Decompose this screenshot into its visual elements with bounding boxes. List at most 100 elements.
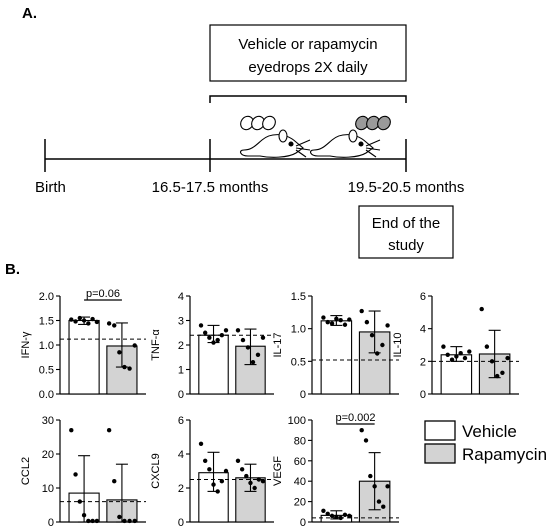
legend-label-vehicle: Vehicle — [462, 422, 517, 441]
data-point — [380, 342, 385, 348]
data-point — [132, 518, 137, 524]
y-tick-label: 0.5 — [291, 356, 306, 368]
bar-rapamycin — [106, 345, 138, 395]
data-point — [215, 337, 220, 343]
data-point — [368, 473, 373, 479]
data-point — [127, 366, 132, 371]
data-point — [458, 350, 463, 356]
data-point — [363, 438, 369, 443]
y-tick-label: 0 — [300, 389, 306, 401]
data-point — [479, 306, 484, 312]
y-tick-label: 4 — [420, 324, 426, 336]
y-tick-label: 0.0 — [39, 389, 54, 401]
y-tick-label: 0 — [178, 517, 184, 529]
treatment-line-2: eyedrops 2X daily — [248, 59, 368, 76]
chart-3: 0 2 4 6 IL-10 — [392, 291, 519, 401]
data-point — [235, 328, 241, 333]
y-axis-label: IFN-γ — [20, 331, 32, 358]
y-tick-label: 30 — [42, 415, 54, 427]
y-tick-label: 2 — [178, 483, 184, 495]
data-point — [325, 319, 330, 325]
data-point — [441, 344, 446, 349]
data-point — [77, 315, 83, 321]
mouse-icon — [309, 129, 381, 158]
timeline-label-start: 16.5-17.5 months — [152, 179, 269, 196]
data-point — [122, 364, 127, 370]
data-point — [198, 323, 204, 328]
data-point — [260, 335, 266, 340]
y-tick-label: 20 — [294, 497, 306, 509]
data-point — [372, 484, 377, 489]
y-tick-label: 0 — [48, 517, 54, 529]
y-tick-label: 4 — [178, 449, 184, 461]
y-tick-label: 10 — [42, 483, 54, 495]
data-point — [385, 484, 390, 489]
data-point — [462, 355, 468, 361]
chart-4: 0 10 20 30 CCL2 — [20, 415, 146, 529]
data-point — [112, 479, 117, 484]
y-tick-label: 0 — [178, 389, 184, 401]
vehicle-eyedrops-icon — [240, 115, 276, 131]
y-tick-label: 4 — [178, 291, 184, 303]
data-point — [112, 323, 117, 328]
data-point — [122, 518, 127, 524]
data-point — [334, 514, 339, 520]
data-point — [342, 512, 348, 518]
treatment-bracket — [209, 95, 407, 103]
data-point — [69, 428, 74, 433]
data-point — [245, 345, 251, 350]
data-point — [81, 513, 87, 518]
data-point — [198, 441, 204, 446]
data-point — [334, 316, 339, 322]
timeline-label-end: 19.5-20.5 months — [348, 179, 465, 196]
y-tick-label: 40 — [294, 476, 306, 488]
y-axis-label: IL-10 — [392, 332, 404, 357]
data-point — [132, 343, 137, 348]
y-tick-label: 2.0 — [39, 291, 54, 303]
y-tick-label: 100 — [288, 415, 306, 427]
data-point — [86, 518, 91, 524]
data-point — [342, 322, 348, 327]
data-point — [86, 321, 91, 326]
y-tick-label: 6 — [420, 291, 426, 303]
y-axis-label: CCL2 — [20, 457, 32, 485]
data-point — [81, 318, 87, 323]
y-tick-label: 0 — [420, 389, 426, 401]
y-tick-label: 0 — [300, 517, 306, 529]
data-point — [211, 340, 216, 345]
data-point — [359, 428, 364, 433]
treatment-box — [209, 24, 407, 82]
bar-vehicle — [198, 334, 229, 395]
data-point — [94, 319, 100, 325]
chart-2: 0 0.5 1.0 1.5 IL-17 — [272, 291, 399, 401]
data-point — [495, 373, 500, 379]
y-axis-label: IL-17 — [272, 332, 284, 357]
data-point — [255, 352, 261, 357]
rapamycin-eyedrops-icon — [355, 115, 391, 131]
y-tick-label: 2 — [420, 356, 426, 368]
data-point — [211, 482, 216, 487]
data-point — [223, 468, 229, 474]
data-point — [489, 359, 495, 364]
data-point — [235, 458, 241, 463]
data-point — [256, 477, 262, 482]
data-point — [359, 308, 364, 314]
data-point — [260, 479, 266, 484]
data-point — [505, 355, 510, 361]
data-point — [454, 354, 459, 359]
data-point — [385, 323, 390, 328]
data-point — [77, 499, 83, 504]
y-tick-label: 20 — [42, 449, 54, 461]
data-point — [250, 359, 256, 365]
y-tick-label: 1.5 — [291, 291, 306, 303]
data-point — [449, 357, 455, 362]
data-point — [252, 485, 257, 491]
data-point — [329, 321, 335, 326]
y-axis-label: TNF-α — [150, 329, 162, 361]
charts-group: 0.0 0.5 1.0 1.5 2.0 IFN-γ p=0.06 0 1 2 3 4 TNF-α 0 0.5… — [20, 288, 519, 529]
panel-b-label: B. — [5, 261, 20, 278]
timeline-label-birth: Birth — [35, 179, 66, 196]
data-point — [117, 514, 122, 520]
data-point — [338, 317, 343, 323]
